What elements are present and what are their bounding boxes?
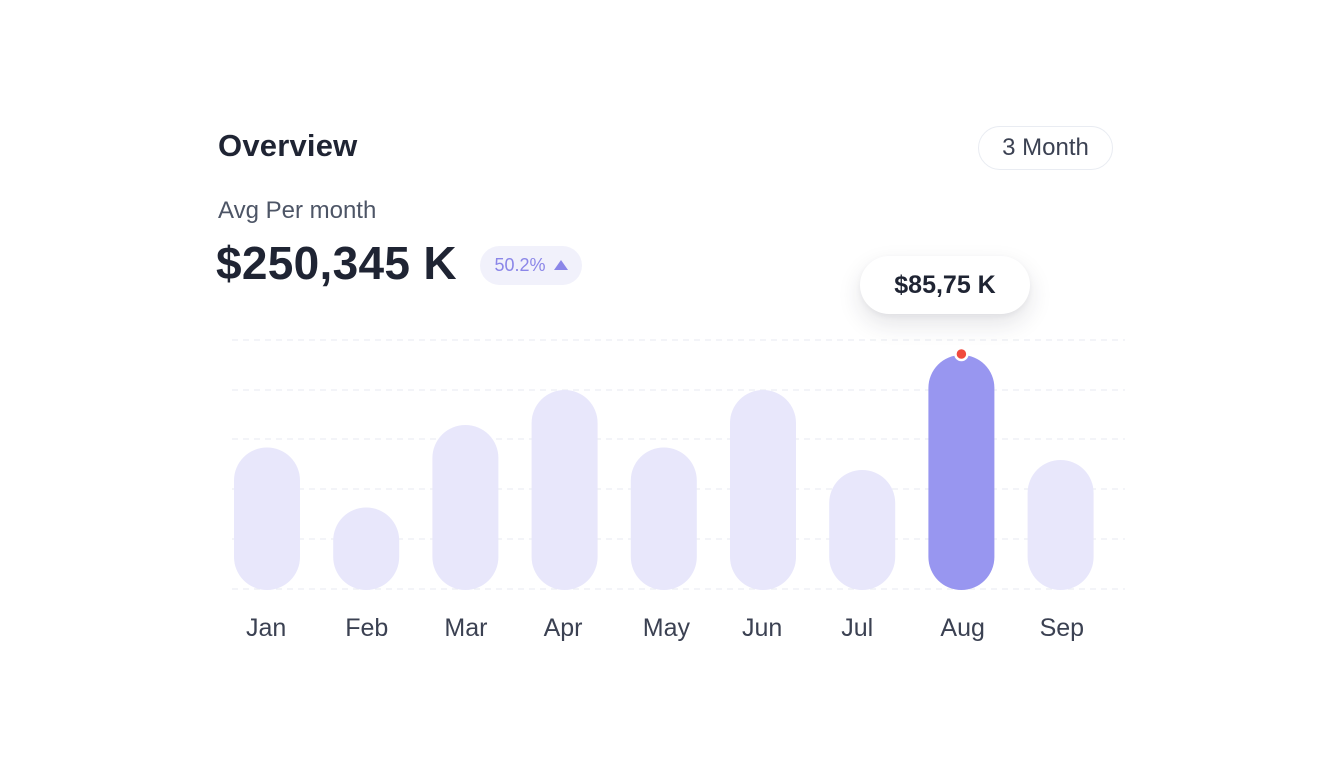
bar-jan[interactable] (234, 447, 300, 591)
bar-apr[interactable] (531, 390, 598, 590)
arrow-up-icon (553, 259, 568, 270)
x-tick-label: Jan (246, 614, 286, 642)
bar-jul[interactable] (829, 470, 896, 590)
period-select-button[interactable]: 3 Month (978, 126, 1113, 170)
change-badge: 50.2% (480, 246, 582, 285)
avg-value: $250,345 K (216, 237, 457, 289)
change-value: 50.2% (494, 255, 546, 275)
x-tick-label: Aug (940, 614, 984, 642)
card-title: Overview (218, 128, 358, 163)
chart-tooltip: $85,75 K (860, 256, 1030, 314)
avg-label: Avg Per month (218, 197, 377, 224)
bar-aug[interactable] (928, 355, 995, 590)
x-tick-label: May (643, 614, 691, 642)
x-tick-label: Jul (841, 614, 873, 642)
tooltip-value: $85,75 K (894, 270, 996, 299)
bar-jun[interactable] (730, 390, 796, 590)
x-tick-label: Mar (444, 614, 487, 642)
x-tick-label: Apr (544, 614, 583, 642)
bar-mar[interactable] (432, 425, 499, 590)
highlight-marker (954, 346, 969, 362)
bar-sep[interactable] (1027, 460, 1094, 590)
x-tick-label: Feb (345, 614, 388, 642)
bar-feb[interactable] (333, 507, 400, 591)
bar-may[interactable] (630, 447, 697, 591)
x-tick-label: Jun (742, 614, 782, 642)
x-tick-label: Sep (1040, 614, 1084, 642)
